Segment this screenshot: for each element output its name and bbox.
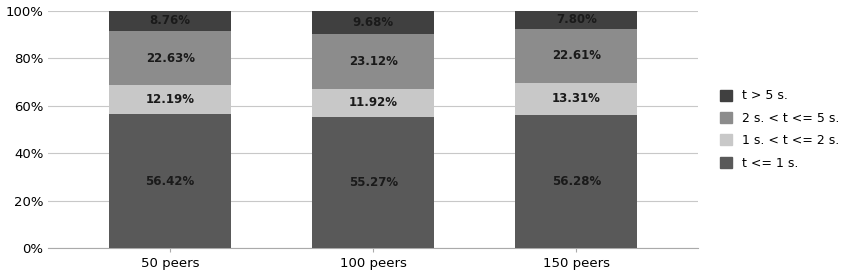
Bar [109, 10, 231, 31]
Text: 11.92%: 11.92% [349, 96, 398, 109]
Bar [312, 89, 434, 117]
Text: 9.68%: 9.68% [353, 15, 393, 29]
Bar [312, 10, 434, 34]
Text: 56.28%: 56.28% [552, 175, 601, 188]
Text: 22.61%: 22.61% [552, 49, 601, 62]
Text: 12.19%: 12.19% [146, 93, 195, 106]
Bar [109, 114, 231, 248]
Text: 13.31%: 13.31% [552, 92, 600, 105]
Bar [516, 10, 637, 29]
Bar [109, 85, 231, 114]
Text: 56.42%: 56.42% [146, 175, 195, 188]
Bar [516, 115, 637, 248]
Text: 22.63%: 22.63% [146, 52, 195, 65]
Bar [109, 31, 231, 85]
Text: 7.80%: 7.80% [556, 13, 597, 26]
Bar [516, 29, 637, 83]
Bar [516, 83, 637, 115]
Text: 8.76%: 8.76% [149, 14, 191, 28]
Legend: t > 5 s., 2 s. < t <= 5 s., 1 s. < t <= 2 s., t <= 1 s.: t > 5 s., 2 s. < t <= 5 s., 1 s. < t <= … [717, 87, 842, 172]
Text: 23.12%: 23.12% [349, 55, 398, 68]
Text: 55.27%: 55.27% [349, 176, 398, 189]
Bar [312, 117, 434, 248]
Bar [312, 34, 434, 89]
